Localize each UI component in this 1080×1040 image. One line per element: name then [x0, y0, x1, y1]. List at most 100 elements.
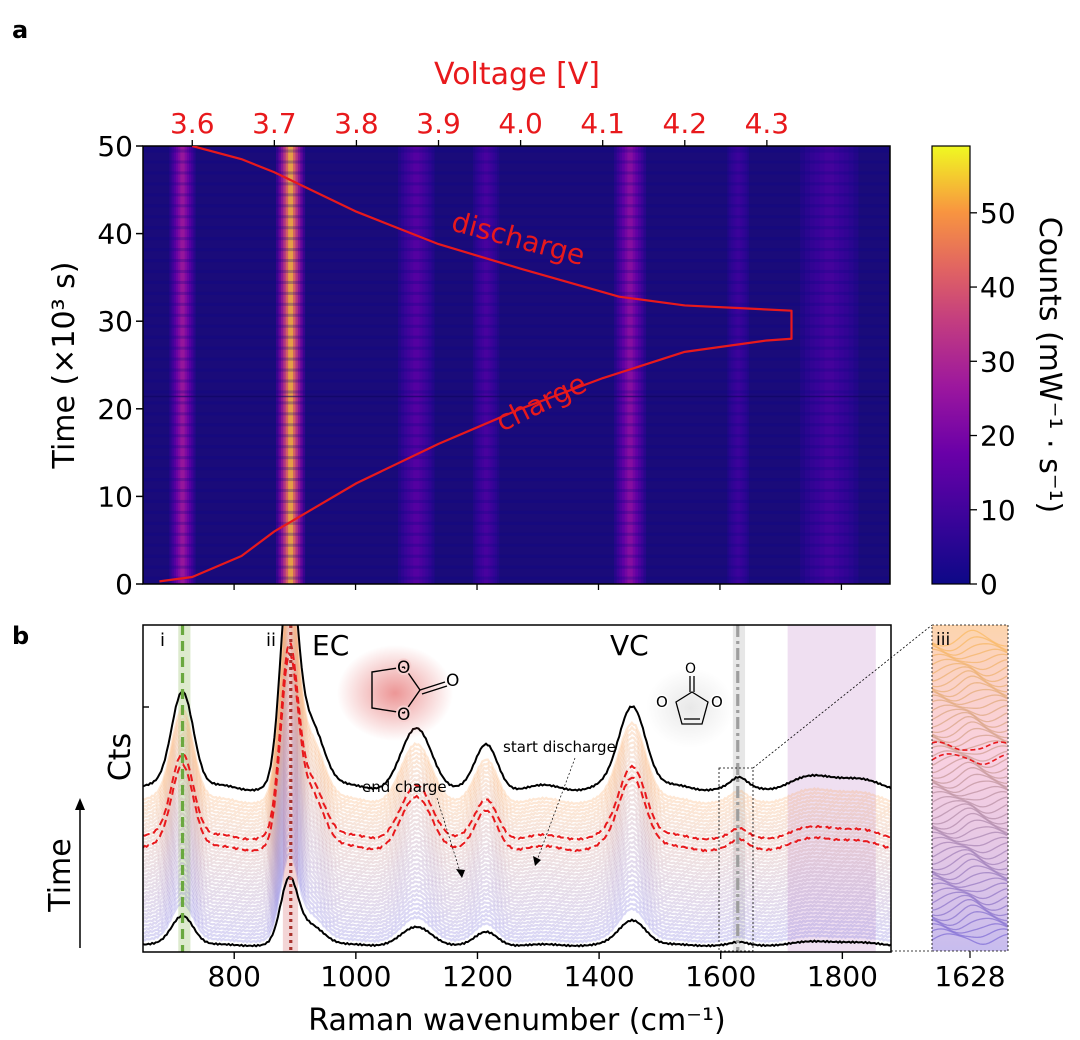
colorbar-tick-label: 50: [980, 197, 1016, 230]
heatmap-stripe: [143, 401, 890, 405]
top-tick-label: 3.8: [334, 107, 379, 140]
inset-spectrum-line: [931, 666, 1008, 683]
inset-spectrum-line: [931, 670, 1008, 688]
inset-spectrum-line: [931, 682, 1008, 698]
heatmap-bands: [169, 146, 859, 584]
spectrum-line: [143, 700, 891, 867]
vc-molecule: O O O: [646, 661, 734, 748]
panel-b-axes: 800 1000 1200 1400 1600 1800: [143, 706, 878, 993]
spectrum-line: [143, 654, 891, 841]
heatmap-stripe: [143, 335, 890, 339]
colorbar-tick-label: 30: [980, 345, 1016, 378]
colorbar-tick-label: 0: [980, 568, 998, 601]
inset-spectrum-line: [931, 865, 1008, 881]
spectrum-line: [143, 680, 891, 856]
heatmap-stripe: [143, 521, 890, 525]
heatmap-stripe: [143, 390, 890, 394]
top-tick-label: 4.2: [663, 107, 708, 140]
inset-spectrum-line: [931, 780, 1008, 794]
x-tick-label: 1000: [320, 960, 391, 993]
inset-spectrum-line: [931, 727, 1008, 744]
heatmap-stripe: [143, 302, 890, 306]
heatmap-stripe: [143, 445, 890, 449]
spectrum-line: [143, 688, 891, 859]
inset-spectrum-line: [932, 923, 1008, 934]
colorbar-label: Counts (mW⁻¹ · s⁻¹): [1032, 217, 1067, 514]
vc-label: VC: [610, 629, 649, 662]
x-tick-label: 800: [207, 960, 260, 993]
inset-spectrum-line: [932, 831, 1008, 843]
top-tick-label: 4.1: [580, 107, 625, 140]
inset-spectrum-line: [931, 898, 1008, 917]
x-axis-label: Raman wavenumber (cm⁻¹): [308, 1003, 725, 1038]
colorbar: [931, 145, 971, 585]
marker-ii-label: ii: [266, 630, 276, 651]
spectrum-last-spectrum: [143, 625, 891, 792]
y-tick-label: 30: [97, 305, 133, 338]
spectrum-line: [143, 722, 891, 877]
inset-spectrum-line: [931, 704, 1008, 716]
spectrum-line: [143, 830, 891, 934]
inset-label: iii: [936, 630, 950, 650]
inset-spectrum-line: [931, 858, 1008, 876]
top-tick-label: 3.6: [170, 107, 215, 140]
zoom-box: [718, 767, 754, 952]
inset-spectrum-line: [931, 715, 1008, 734]
spectrum-end-charge: [143, 651, 891, 853]
ec-oxygen-2: O: [397, 705, 410, 725]
spectrum-first-spectrum: [143, 875, 891, 948]
heatmap-stripe: [143, 269, 890, 274]
inset-panel: iii 1628: [931, 624, 1009, 993]
cts-label: Cts: [103, 733, 138, 781]
spectra-frame: [142, 624, 892, 953]
inset-spectrum-line: [931, 911, 1008, 927]
spectrum-line: [143, 741, 891, 888]
start-discharge-arrow: [534, 757, 576, 867]
inset-red-line: [931, 753, 1008, 766]
inset-spectrum-line: [931, 767, 1008, 784]
spectrum-line: [143, 844, 891, 941]
spectra-fan: [143, 625, 891, 944]
inset-spectrum-line: [931, 757, 1008, 774]
time-arrowhead: [75, 798, 85, 810]
inset-spectrum-line: [931, 653, 1008, 664]
x-tick-label: 1400: [563, 960, 634, 993]
inset-spectrum-line: [931, 795, 1008, 808]
heatmap: [143, 146, 890, 584]
heatmap-stripe: [143, 259, 890, 263]
inset-spectrum-line: [931, 675, 1008, 693]
vc-oxygen-3: O: [711, 693, 723, 711]
y-axis-label: Time (×10³ s): [47, 262, 82, 470]
heatmap-stripe: [143, 554, 890, 558]
inset-spectrum-line: [931, 803, 1008, 820]
inset-spectrum-line: [931, 928, 1008, 939]
ec-oxygen-1: O: [397, 658, 410, 678]
vc-oxygen-2: O: [656, 693, 668, 711]
spectrum-line: [143, 639, 891, 835]
heatmap-stripe: [143, 313, 890, 317]
inset-spectrum-line: [932, 785, 1008, 797]
heatmap-stripe: [143, 412, 890, 416]
inset-spectrum-line: [931, 688, 1008, 702]
heatmap-band-715: [180, 146, 185, 584]
top-axis-label: Voltage [V]: [434, 57, 600, 92]
heatmap-stripe: [143, 456, 890, 460]
top-tick-label: 4.0: [498, 107, 543, 140]
panel-a-axes: 0 10 20 30 40 50 3.6 3.7 3.8 3.9 4.0 4.1 4.2 4.3: [97, 107, 843, 601]
inset-spectrum-line: [931, 891, 1008, 906]
spectrum-line: [143, 796, 891, 916]
spectrum-line: [143, 802, 891, 920]
y-tick-label: 20: [97, 393, 133, 426]
inset-spectrum-line: [931, 745, 1008, 755]
inset-spectrum-line: [931, 643, 1008, 656]
heatmap-stripe: [143, 215, 890, 219]
heatmap-stripe: [143, 488, 890, 493]
heatmap-band-1100: [413, 146, 420, 584]
voltage-curve-layer: [159, 146, 793, 583]
heatmap-stripe: [143, 423, 890, 427]
x-tick-label: 1800: [807, 960, 878, 993]
inset-spectrum-line: [931, 917, 1008, 931]
heatmap-stripe: [143, 182, 890, 186]
heatmap-stripe: [143, 357, 890, 361]
y-tick-label: 10: [97, 480, 133, 513]
